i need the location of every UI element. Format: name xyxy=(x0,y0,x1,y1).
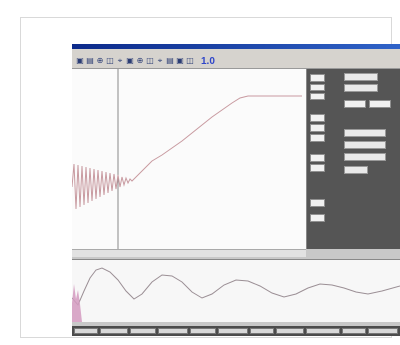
secondary-plot xyxy=(72,259,400,322)
parameter-field-5[interactable] xyxy=(344,153,386,161)
task-item[interactable] xyxy=(130,328,156,334)
control-button-8[interactable] xyxy=(310,164,325,172)
task-item[interactable] xyxy=(368,328,398,334)
cursor-icon[interactable]: ⌖ xyxy=(157,56,163,65)
control-button-7[interactable] xyxy=(310,154,325,162)
signal-trace xyxy=(72,95,302,210)
control-button-6[interactable] xyxy=(310,134,325,142)
task-item[interactable] xyxy=(276,328,304,334)
secondary-trace xyxy=(72,267,400,306)
panel-action-button-1[interactable] xyxy=(344,100,366,108)
panel-action-button-2[interactable] xyxy=(369,100,391,108)
toolbar: ▣ ▤ ⊕ ◫ ⌖ ▣ ⊕ ◫ ⌖ ▤ ▣ ◫ 1.0 xyxy=(72,54,400,69)
value-display: 1.0 xyxy=(201,56,215,67)
parameter-field-2[interactable] xyxy=(344,84,378,92)
control-button-5[interactable] xyxy=(310,124,325,132)
zoom-icon[interactable]: ⊕ xyxy=(136,56,144,65)
secondary-plot-svg xyxy=(72,267,400,322)
taskbar xyxy=(72,326,400,336)
control-button-10[interactable] xyxy=(310,214,325,222)
control-button-3[interactable] xyxy=(310,93,325,100)
save-icon[interactable]: ▣ xyxy=(126,56,134,65)
save-icon[interactable]: ▣ xyxy=(76,56,84,65)
save-icon[interactable]: ▣ xyxy=(176,56,184,65)
task-item[interactable] xyxy=(250,328,274,334)
control-button-1[interactable] xyxy=(310,74,325,82)
task-item[interactable] xyxy=(342,328,366,334)
task-item[interactable] xyxy=(74,328,98,334)
menu-bar xyxy=(72,49,400,54)
control-panel xyxy=(307,69,400,249)
title-bar xyxy=(72,44,400,49)
task-item[interactable] xyxy=(190,328,216,334)
parameter-field-6[interactable] xyxy=(344,166,368,174)
main-plot-svg xyxy=(72,69,302,249)
control-button-2[interactable] xyxy=(310,84,325,91)
zoom-icon[interactable]: ⊕ xyxy=(96,56,104,65)
secondary-fill xyxy=(72,284,82,322)
parameter-field-3[interactable] xyxy=(344,129,386,137)
horizontal-scrollbar[interactable] xyxy=(72,249,306,257)
task-item[interactable] xyxy=(158,328,188,334)
print-icon[interactable]: ▤ xyxy=(166,56,174,65)
application-window: ▣ ▤ ⊕ ◫ ⌖ ▣ ⊕ ◫ ⌖ ▤ ▣ ◫ 1.0 xyxy=(72,44,400,336)
control-button-9[interactable] xyxy=(310,199,325,207)
task-item[interactable] xyxy=(218,328,248,334)
task-item[interactable] xyxy=(306,328,340,334)
graph-icon[interactable]: ◫ xyxy=(186,56,194,65)
graph-icon[interactable]: ◫ xyxy=(106,56,114,65)
main-plot xyxy=(72,69,307,249)
graph-icon[interactable]: ◫ xyxy=(146,56,154,65)
control-button-4[interactable] xyxy=(310,114,325,122)
cursor-icon[interactable]: ⌖ xyxy=(117,56,123,65)
parameter-field-4[interactable] xyxy=(344,141,386,149)
task-item[interactable] xyxy=(100,328,128,334)
print-icon[interactable]: ▤ xyxy=(86,56,94,65)
parameter-field-1[interactable] xyxy=(344,73,378,81)
